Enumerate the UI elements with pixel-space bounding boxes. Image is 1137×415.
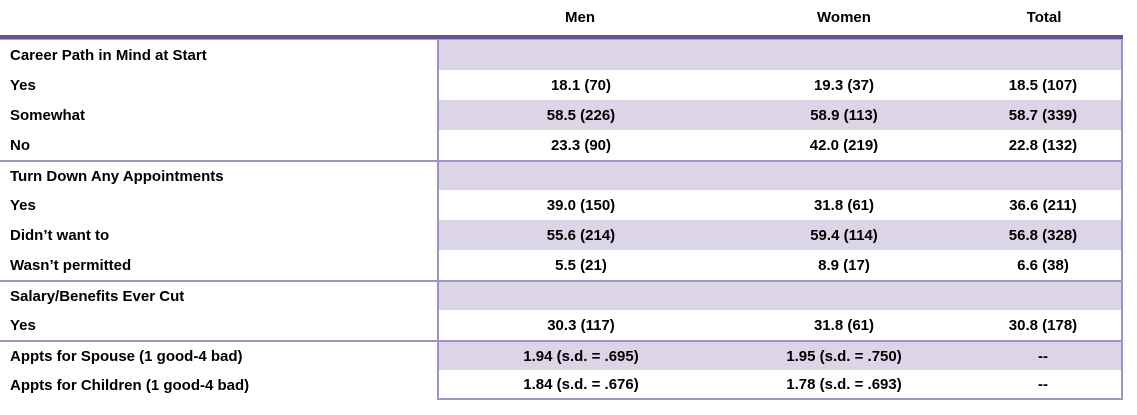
cell-total: -- bbox=[965, 342, 1123, 370]
cell-women: 59.4 (114) bbox=[723, 220, 965, 250]
row-label: No bbox=[0, 130, 437, 160]
cell-total bbox=[965, 282, 1123, 310]
table-row: Somewhat 58.5 (226) 58.9 (113) 58.7 (339) bbox=[0, 100, 1123, 130]
table-row: Didn’t want to 55.6 (214) 59.4 (114) 56.8 (… bbox=[0, 220, 1123, 250]
cell-women: 31.8 (61) bbox=[813, 196, 875, 214]
table-row: Yes 39.0 (150) 31.8 (61) 36.6 (211) bbox=[0, 190, 1123, 220]
table-row: Wasn’t permitted 5.5 (21) 8.9 (17) 6.6 (38) bbox=[0, 250, 1123, 280]
cell-men: 1.94 (s.d. = .695) bbox=[437, 342, 723, 370]
cell-total: 58.7 (339) bbox=[965, 100, 1123, 130]
row-label: Appts for Children (1 good-4 bad) bbox=[0, 370, 437, 400]
cell-women: 8.9 (17) bbox=[818, 256, 870, 274]
section-header-row: Turn Down Any Appointments bbox=[0, 160, 1123, 190]
cell-total: 30.8 (178) bbox=[965, 310, 1123, 340]
row-label-header-empty bbox=[0, 0, 437, 35]
cell-men: 5.5 (21) bbox=[437, 250, 723, 280]
table-row: Appts for Children (1 good-4 bad) 1.84 (s… bbox=[0, 370, 1123, 400]
cell-women: 19.3 (37) bbox=[813, 76, 875, 94]
statistics-table: Men Women Total Career Path in Mind at S… bbox=[0, 0, 1123, 400]
row-label: Didn’t want to bbox=[0, 220, 437, 250]
cell-men: 58.5 (226) bbox=[437, 100, 723, 130]
table-row: Appts for Spouse (1 good-4 bad) 1.94 (s.d… bbox=[0, 340, 1123, 370]
section-header-label: Career Path in Mind at Start bbox=[0, 40, 437, 70]
row-label: Yes bbox=[0, 310, 437, 340]
header-rule bbox=[0, 35, 1123, 40]
table-body: Career Path in Mind at Start Yes 18.1 (70)… bbox=[0, 40, 1123, 400]
cell-women: 1.95 (s.d. = .750) bbox=[723, 342, 965, 370]
row-label: Yes bbox=[0, 70, 437, 100]
row-label: Yes bbox=[0, 190, 437, 220]
table-row: Yes 30.3 (117) 31.8 (61) 30.8 (178) bbox=[0, 310, 1123, 340]
cell-men: 55.6 (214) bbox=[437, 220, 723, 250]
section-header-label: Turn Down Any Appointments bbox=[0, 162, 437, 190]
column-header-total: Total bbox=[1026, 9, 1062, 26]
cell-men: 39.0 (150) bbox=[437, 190, 723, 220]
cell-women bbox=[723, 282, 965, 310]
table-row: No 23.3 (90) 42.0 (219) 22.8 (132) bbox=[0, 130, 1123, 160]
section-header-row: Career Path in Mind at Start bbox=[0, 40, 1123, 70]
cell-men bbox=[437, 40, 723, 70]
cell-total bbox=[965, 162, 1123, 190]
cell-total: 18.5 (107) bbox=[965, 70, 1123, 100]
cell-women: 1.78 (s.d. = .693) bbox=[723, 370, 965, 400]
cell-men: 18.1 (70) bbox=[437, 70, 723, 100]
cell-total: 36.6 (211) bbox=[965, 190, 1123, 220]
cell-total: 22.8 (132) bbox=[965, 130, 1123, 160]
column-header-men: Men bbox=[565, 9, 595, 26]
cell-total: 56.8 (328) bbox=[965, 220, 1123, 250]
cell-men bbox=[437, 162, 723, 190]
row-label: Wasn’t permitted bbox=[0, 250, 437, 280]
row-label: Appts for Spouse (1 good-4 bad) bbox=[0, 342, 437, 370]
cell-men bbox=[437, 282, 723, 310]
cell-women: 42.0 (219) bbox=[809, 136, 879, 154]
table-row: Yes 18.1 (70) 19.3 (37) 18.5 (107) bbox=[0, 70, 1123, 100]
cell-men: 23.3 (90) bbox=[437, 130, 723, 160]
cell-total: 6.6 (38) bbox=[965, 250, 1123, 280]
column-header-row: Men Women Total bbox=[0, 0, 1123, 35]
cell-total: -- bbox=[965, 370, 1123, 400]
cell-men: 30.3 (117) bbox=[437, 310, 723, 340]
cell-men: 1.84 (s.d. = .676) bbox=[437, 370, 723, 400]
cell-total bbox=[965, 40, 1123, 70]
cell-women: 58.9 (113) bbox=[723, 100, 965, 130]
section-header-label: Salary/Benefits Ever Cut bbox=[0, 282, 437, 310]
column-header-women: Women bbox=[817, 9, 871, 26]
cell-women bbox=[723, 40, 965, 70]
cell-women bbox=[723, 162, 965, 190]
cell-women: 31.8 (61) bbox=[813, 316, 875, 334]
section-header-row: Salary/Benefits Ever Cut bbox=[0, 280, 1123, 310]
row-label: Somewhat bbox=[0, 100, 437, 130]
